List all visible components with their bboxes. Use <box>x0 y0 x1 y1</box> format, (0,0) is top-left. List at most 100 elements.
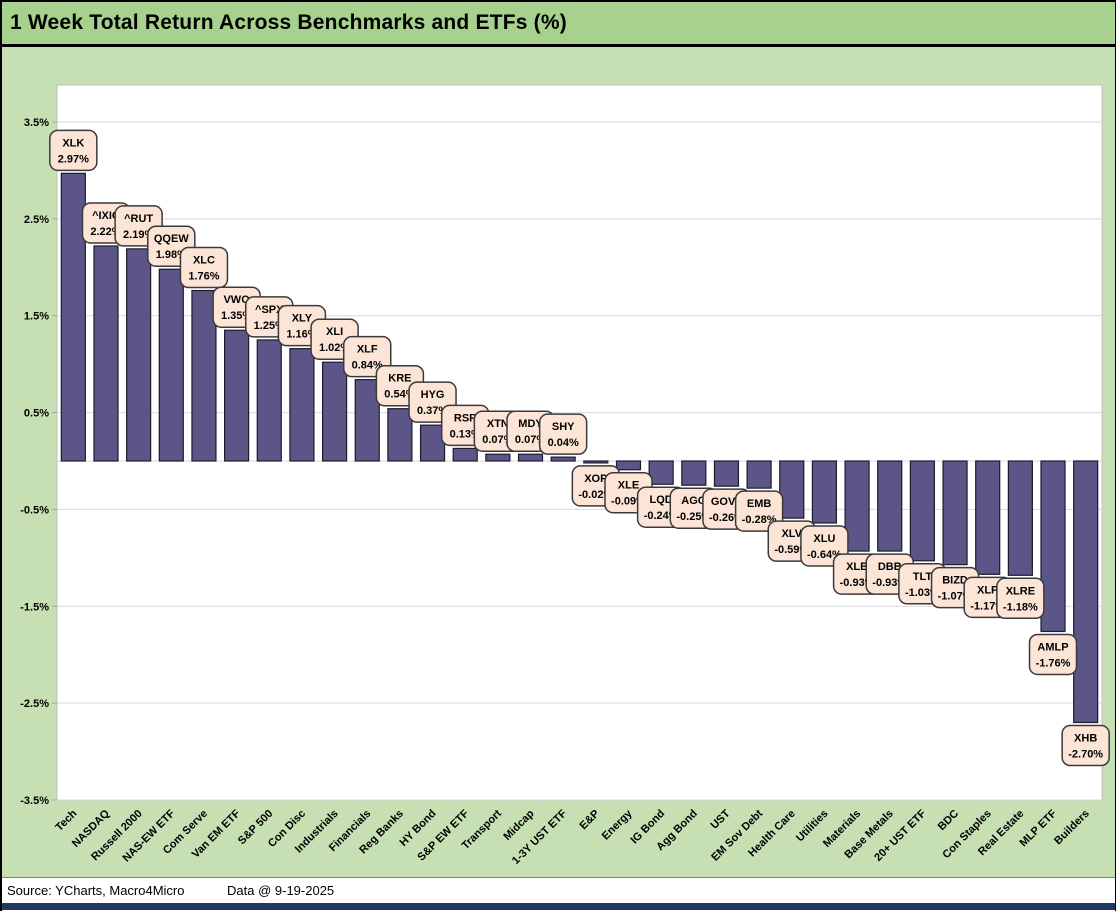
data-label-value: 0.04% <box>548 437 579 449</box>
data-label-box <box>538 413 588 455</box>
bar-VWO <box>224 329 250 462</box>
category-label-ust: UST <box>709 807 733 831</box>
data-label-ticker: XLB <box>846 561 868 573</box>
data-label-ticker: XLP <box>977 584 998 596</box>
chart-region: 3.5% 2.5% 1.5% 0.5% -0.5% -1.5% -2.5% -3.5% Tech… <box>2 47 1115 877</box>
data-label-ticker: ^SPX <box>255 304 284 316</box>
data-label-ticker: XLU <box>813 533 835 545</box>
data-label-value: 1.35% <box>221 310 252 322</box>
data-label-ticker: XLC <box>193 255 215 267</box>
bar-HYG <box>419 424 446 462</box>
data-label-ticker: XLK <box>62 137 84 149</box>
data-label-ticker: XLV <box>781 528 802 540</box>
bar-chart: 3.5% 2.5% 1.5% 0.5% -0.5% -1.5% -2.5% -3.5% Tech… <box>20 84 1110 867</box>
data-label-ticker: LQD <box>650 494 673 506</box>
bar-^RUT <box>126 248 152 462</box>
y-tick-label: -2.5% <box>20 698 49 710</box>
data-label-AMLP: AMLP -1.76% <box>1028 633 1078 676</box>
bar-RSP <box>452 447 478 462</box>
source-text: Source: YCharts, Macro4Micro <box>7 883 185 898</box>
y-tick-label: -1.5% <box>20 601 49 613</box>
category-label-e-p: E&P <box>577 808 601 832</box>
bar-XHB <box>1073 460 1099 724</box>
data-label-box <box>1061 724 1110 767</box>
bar-KRE <box>387 408 413 462</box>
data-labels: XLK 2.97% ^IXIC 2.22%^RUT 2.19% QQEW 1.98% XLC 1… <box>49 129 1110 767</box>
bar-^SPX <box>256 339 282 462</box>
data-label-ticker: SHY <box>552 421 575 433</box>
bar-XLV <box>779 460 805 519</box>
bars <box>60 172 1099 724</box>
data-label-ticker: QQEW <box>154 233 189 245</box>
bar-XLI <box>321 361 348 462</box>
data-label-value: -1.76% <box>1036 657 1071 669</box>
bar-TLT <box>909 460 935 562</box>
data-label-box <box>179 246 229 289</box>
data-label-value: 0.54% <box>384 389 415 401</box>
bar-XLE <box>615 460 642 471</box>
chart-title: 1 Week Total Return Across Benchmarks an… <box>10 11 567 34</box>
bar-XLF <box>354 379 380 462</box>
data-label-value: -0.64% <box>807 549 842 561</box>
footer: Source: YCharts, Macro4Micro Data @ 9-19… <box>2 877 1115 903</box>
data-label-ticker: ^RUT <box>124 213 153 225</box>
data-label-ticker: XLY <box>292 313 313 325</box>
data-label-value: 0.13% <box>450 428 481 440</box>
data-label-ticker: AMLP <box>1037 641 1068 653</box>
title-bar: 1 Week Total Return Across Benchmarks an… <box>2 2 1115 47</box>
data-label-ticker: XLI <box>326 326 343 338</box>
data-label-box <box>49 129 98 172</box>
data-label-ticker: XOP <box>584 473 607 485</box>
bar-XTN <box>485 453 511 462</box>
data-label-value: -1.18% <box>1003 601 1038 613</box>
data-label-ticker: TLT <box>913 571 933 583</box>
bar-XOP <box>583 460 609 464</box>
bar-XLC <box>191 289 217 462</box>
y-tick-label: -0.5% <box>20 504 49 516</box>
bar-XLB <box>844 460 870 552</box>
data-label-ticker: GOVT <box>711 496 742 508</box>
category-label-builders: Builders <box>1052 808 1092 848</box>
data-date-text: Data @ 9-19-2025 <box>227 883 335 898</box>
data-label-ticker: XTN <box>487 418 509 430</box>
data-label-XLK: XLK 2.97% <box>49 129 98 172</box>
category-label-bdc: BDC <box>936 808 961 833</box>
data-label-SHY: SHY 0.04% <box>538 413 588 455</box>
bar-SHY <box>550 456 576 462</box>
bar-AMLP <box>1040 460 1066 633</box>
data-label-ticker: XHB <box>1074 733 1097 745</box>
bar-GOVT <box>713 460 740 487</box>
data-label-value: 1.25% <box>254 320 285 332</box>
bar-XLP <box>975 460 1001 575</box>
data-label-ticker: KRE <box>388 373 411 385</box>
y-tick-label: 3.5% <box>24 117 49 129</box>
y-tick-label: -3.5% <box>20 795 49 807</box>
bar-DBB <box>877 460 903 552</box>
data-label-ticker: HYG <box>421 389 445 401</box>
data-label-value: 2.97% <box>58 153 89 165</box>
data-label-value: 2.22% <box>90 226 121 238</box>
data-label-ticker: MDY <box>518 418 543 430</box>
data-label-ticker: BIZD <box>942 575 968 587</box>
bottom-accent-bar <box>2 903 1115 910</box>
data-label-value: 0.37% <box>417 405 448 417</box>
data-label-ticker: VWO <box>223 294 250 306</box>
data-label-XHB: XHB -2.70% <box>1061 724 1110 767</box>
bar-EMB <box>746 460 772 489</box>
data-label-value: 0.84% <box>352 360 383 372</box>
data-label-box <box>342 335 392 378</box>
y-tick-label: 1.5% <box>24 311 49 323</box>
data-label-ticker: RSP <box>454 412 477 424</box>
data-label-value: -0.28% <box>742 514 777 526</box>
data-label-box <box>996 577 1045 620</box>
data-label-value: 1.98% <box>156 249 187 261</box>
bar-BIZD <box>942 460 968 566</box>
data-label-EMB: EMB -0.28% <box>734 490 784 532</box>
y-tick-label: 0.5% <box>24 408 49 420</box>
category-label-tech: Tech <box>53 807 79 833</box>
data-label-value: 1.02% <box>319 342 350 354</box>
data-label-value: 1.76% <box>188 271 219 283</box>
data-label-ticker: XLF <box>357 344 378 356</box>
